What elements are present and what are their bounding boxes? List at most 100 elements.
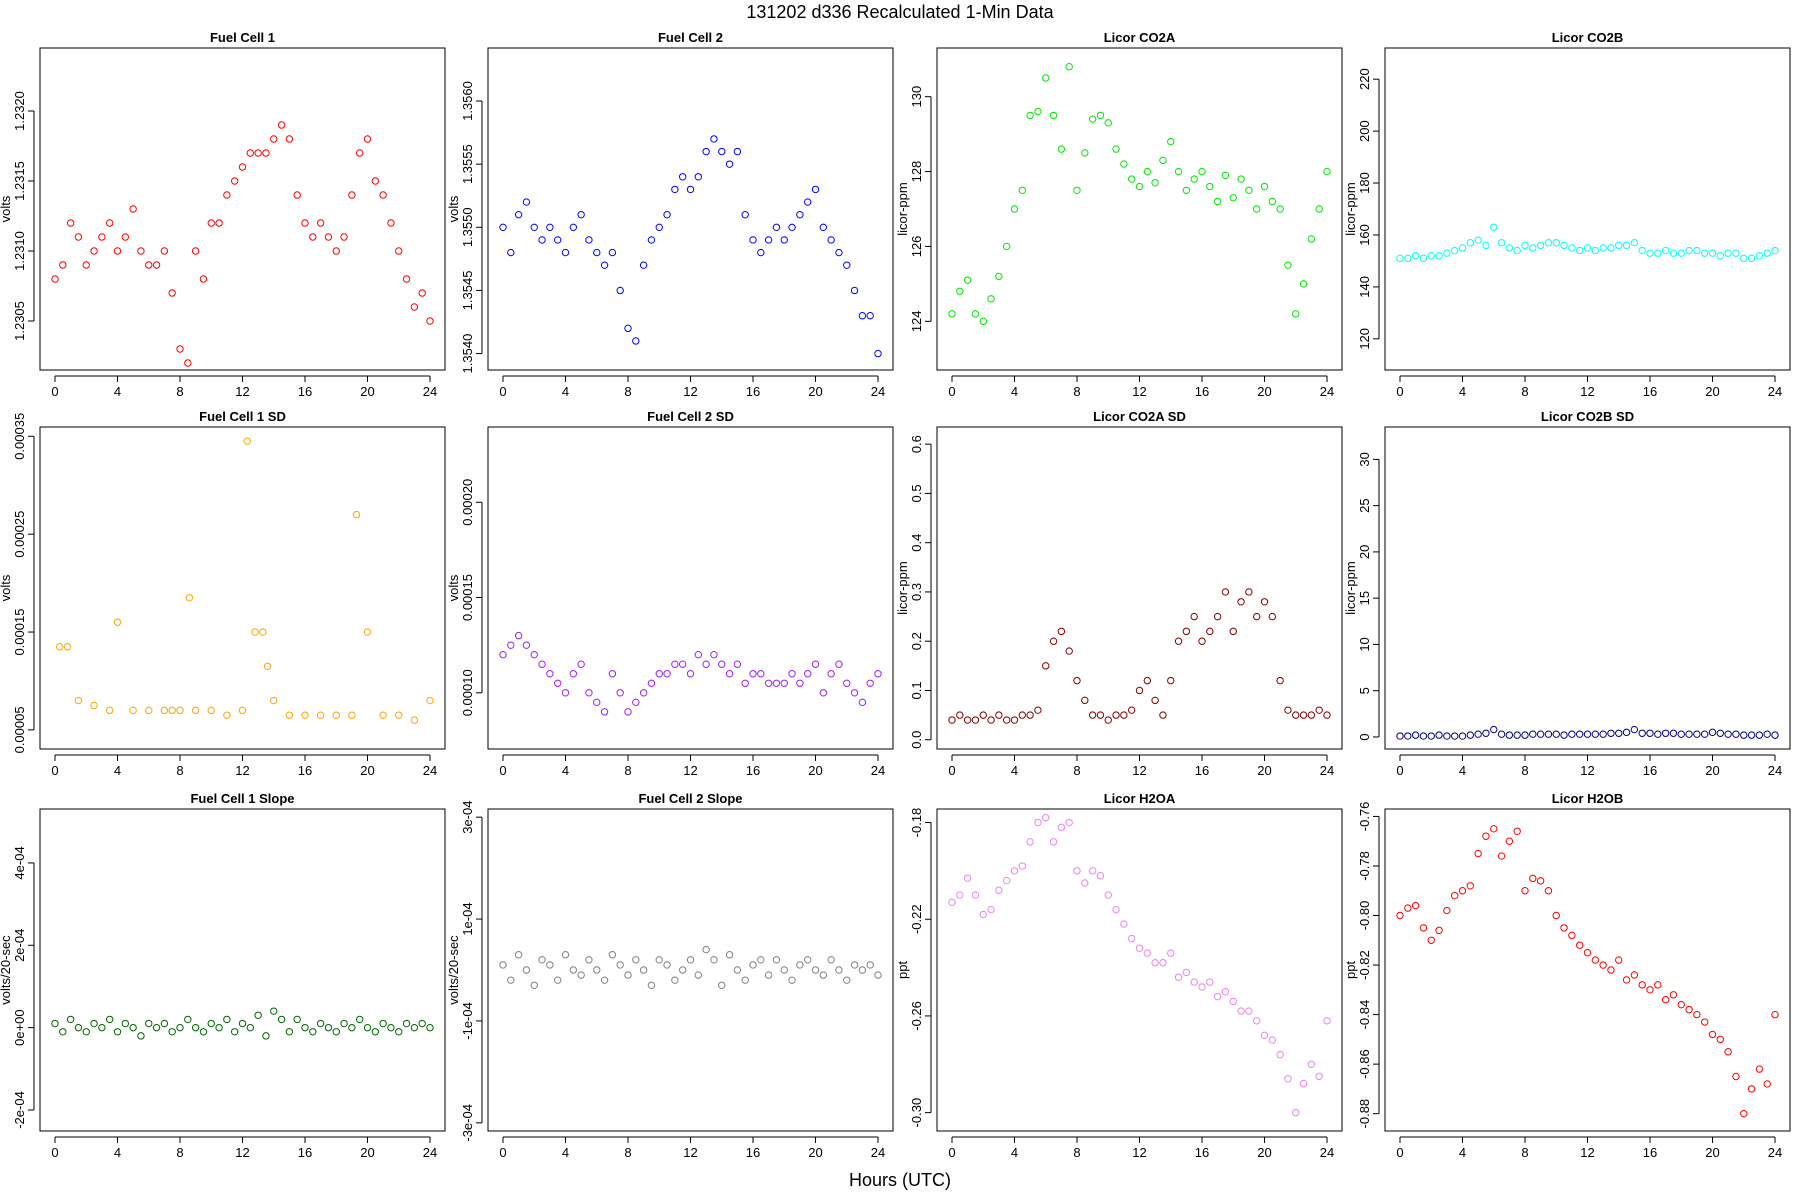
data-point: [1700, 1018, 1709, 1026]
x-tick-label: 20: [360, 1145, 374, 1160]
data-point: [1190, 978, 1198, 986]
data-point: [971, 310, 980, 318]
data-point: [655, 956, 663, 964]
x-tick-label: 20: [1705, 384, 1719, 399]
y-tick-label: 126: [909, 236, 924, 258]
data-point: [1474, 849, 1482, 858]
data-point: [1419, 254, 1428, 263]
data-point: [1104, 119, 1112, 127]
data-point: [749, 670, 757, 678]
data-point: [1740, 254, 1748, 263]
data-point: [1268, 197, 1277, 206]
data-point: [710, 956, 718, 964]
x-tick-label: 4: [114, 763, 121, 778]
data-point: [956, 287, 964, 296]
data-point: [1276, 205, 1284, 213]
y-tick-label: 0.5: [909, 484, 924, 502]
panel-9: Fuel Cell 1 Slope volts/20-sec 0 4 8 12 16 20 24…: [0, 791, 446, 1160]
panel-11: Licor H2OA ppt 0 4 8 12 16 20 24 -0.30 -0.26 -0.22 -…: [895, 791, 1343, 1160]
plot-frame: [1384, 47, 1791, 371]
data-point: [1042, 814, 1050, 822]
x-tick-label: 16: [1643, 1145, 1657, 1160]
data-point: [1568, 244, 1576, 252]
y-tick-label: -0.26: [909, 1001, 924, 1031]
data-point: [1771, 246, 1779, 255]
data-point: [1521, 887, 1529, 895]
data-point: [1427, 936, 1435, 944]
data-point: [600, 261, 609, 269]
panel-title: Fuel Cell 2 Slope: [638, 791, 742, 806]
data-point: [647, 981, 656, 989]
data-point: [129, 1023, 137, 1032]
x-tick-label: 0: [499, 1145, 506, 1160]
data-point: [1732, 249, 1740, 257]
data-point: [1544, 887, 1553, 895]
y-tick-label: -1e-04: [460, 1002, 475, 1040]
data-point: [1497, 239, 1506, 247]
data-point: [963, 716, 972, 724]
y-tick-label: 25: [1357, 498, 1372, 512]
data-point: [1661, 729, 1670, 737]
data-point: [757, 670, 765, 678]
x-tick-label: 20: [808, 384, 822, 399]
data-point: [1276, 1050, 1284, 1059]
data-point: [1252, 612, 1261, 621]
data-point: [624, 971, 632, 979]
x-tick-label: 4: [1459, 763, 1466, 778]
x-tick-label: 20: [360, 763, 374, 778]
x-tick-label: 0: [948, 1145, 955, 1160]
data-point: [995, 886, 1003, 894]
data-point: [514, 210, 523, 219]
data-point: [616, 961, 624, 969]
data-point: [811, 966, 820, 974]
data-point: [426, 1023, 434, 1032]
data-point: [772, 223, 781, 232]
data-point: [121, 1019, 130, 1028]
panel-7: Licor CO2A SD licor-ppm 0 4 8 12 16 20 24 0.0 0.1 0…: [895, 409, 1343, 778]
data-point: [1716, 1035, 1725, 1044]
panel-2: Fuel Cell 2 volts 0 4 8 12 16 20 24 1.3540 1.3545 1…: [446, 30, 894, 399]
data-point: [499, 961, 507, 969]
x-tick-label: 8: [1521, 384, 1528, 399]
data-point: [207, 706, 215, 715]
y-tick-label: 15: [1357, 591, 1372, 605]
data-point: [1198, 167, 1206, 176]
y-axis-label: licor-ppm: [1343, 182, 1358, 235]
x-tick-label: 24: [423, 384, 437, 399]
data-point: [686, 185, 695, 194]
data-point: [1661, 996, 1670, 1004]
data-point: [702, 945, 710, 954]
data-point: [694, 971, 703, 979]
x-tick-label: 4: [1459, 1145, 1466, 1160]
x-tick-label: 24: [1768, 384, 1782, 399]
data-point: [710, 650, 718, 659]
data-point: [757, 956, 765, 964]
x-tick-label: 0: [948, 384, 955, 399]
data-point: [1229, 627, 1237, 636]
x-tick-label: 24: [871, 384, 885, 399]
x-tick-label: 4: [1011, 1145, 1018, 1160]
y-tick-label: 0.00015: [12, 609, 27, 656]
data-point: [1763, 249, 1771, 257]
y-tick-label: 0e+00: [12, 1009, 27, 1046]
data-point: [1081, 879, 1089, 887]
data-point: [1638, 981, 1646, 989]
data-point: [522, 966, 531, 974]
data-point: [105, 706, 114, 715]
data-point: [1755, 252, 1764, 260]
data-point: [827, 956, 835, 964]
data-point: [1174, 973, 1183, 981]
data-point: [1747, 1085, 1756, 1093]
data-point: [1747, 731, 1756, 739]
x-tick-label: 0: [1396, 1145, 1403, 1160]
data-point: [1127, 706, 1136, 714]
x-tick-label: 8: [1073, 763, 1080, 778]
data-point: [98, 233, 106, 241]
x-tick-label: 20: [1257, 384, 1271, 399]
data-point: [1568, 730, 1576, 738]
data-point: [1591, 956, 1600, 964]
data-point: [835, 248, 843, 257]
y-tick-label: -0.82: [1357, 950, 1372, 980]
x-tick-label: 16: [298, 1145, 312, 1160]
data-point: [1221, 588, 1230, 596]
